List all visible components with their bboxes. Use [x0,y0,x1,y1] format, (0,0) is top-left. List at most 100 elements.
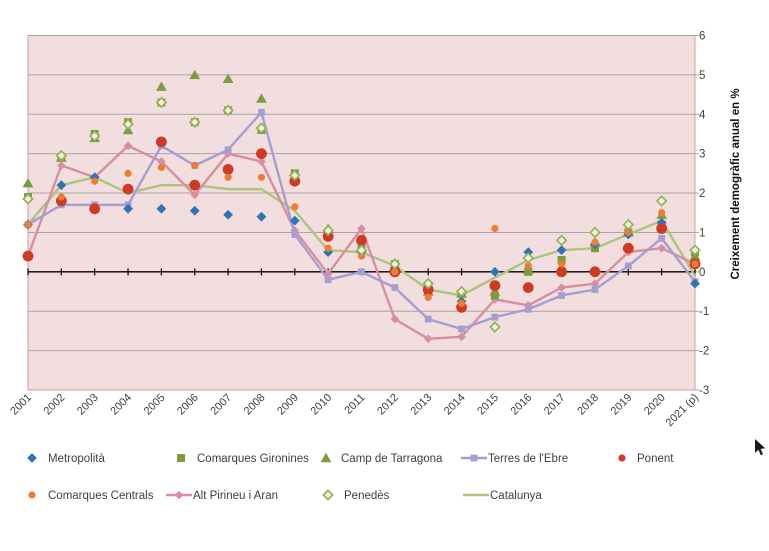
data-point [256,148,267,160]
data-point [255,122,268,134]
x-tick-label: 2019 [609,392,635,418]
data-point [288,169,301,182]
data-point [224,146,232,154]
data-point [323,269,333,279]
data-point [189,69,201,80]
x-tick-label: 2005 [142,392,168,418]
data-point [57,161,66,170]
data-point [22,193,34,205]
x-tick-label: 2001 [8,392,34,418]
data-point [524,305,532,313]
data-point [424,293,432,302]
data-point [22,250,34,262]
data-point [457,332,466,342]
y-tick-label: -2 [699,346,709,358]
series-penedes [22,96,701,333]
legend-label: Terres de l'Ebre [488,453,568,465]
data-point [557,256,566,265]
data-point [391,268,399,276]
data-point [256,211,267,222]
data-point [156,81,167,91]
data-point [124,169,132,177]
data-point [156,203,167,214]
legend-item-ponent: Ponent [618,453,674,465]
y-tick-label: 1 [699,227,705,239]
data-point [157,163,165,172]
x-tick-label: 2007 [208,392,234,418]
legend-label: Metropolità [48,453,105,465]
data-point [291,203,299,211]
x-tick-label: 2012 [375,392,401,418]
series-ponent [22,136,701,313]
x-tick-label: 2020 [642,392,668,418]
plot-area [28,35,695,390]
legend-item-catalunya: Catalunya [463,490,542,502]
data-point [655,195,668,207]
y-tick-label: -3 [699,385,709,397]
data-point [257,157,266,166]
data-point [618,454,626,462]
data-point [657,243,666,253]
legend-label: Alt Pirineu i Aran [193,490,278,502]
y-tick-label: 0 [699,267,705,279]
data-point [489,280,501,292]
data-point [123,141,133,151]
data-point [522,252,535,264]
data-point [556,266,567,278]
legend-item-comarques-centrals: Comarques Centrals [28,490,154,502]
data-point [156,136,167,148]
data-point [256,93,267,103]
data-point [322,224,334,237]
data-point [177,454,185,462]
series-comarques-centrals [24,161,699,307]
data-point [122,118,134,130]
data-point [188,116,201,128]
x-tick-label: 2014 [442,392,468,418]
y-tick-label: 3 [699,149,705,161]
data-point [174,490,184,500]
data-point [390,314,400,324]
legend-item-alt-pirineu-i-aran: Alt Pirineu i Aran [166,490,278,502]
legend-label: Ponent [637,453,674,465]
legend-label: Penedès [344,490,390,502]
data-point [491,224,499,233]
data-point [324,276,332,284]
data-point [590,279,600,288]
data-point [22,178,34,188]
data-point [470,454,478,462]
data-point [624,262,632,270]
x-tick-label: 2006 [175,392,201,418]
data-point [656,223,668,234]
data-point [555,234,568,247]
data-point [320,452,332,463]
y-tick-label: 2 [699,188,705,200]
data-point [24,220,32,229]
x-tick-label: 2017 [542,392,568,418]
x-tick-label: 2002 [42,392,68,418]
data-point [89,203,101,215]
data-point [391,284,399,291]
x-tick-label: 2016 [509,392,535,418]
x-tick-label: 2004 [108,392,134,418]
data-point [289,215,300,226]
data-point [522,282,534,293]
data-point [389,258,401,270]
data-point [658,209,666,217]
data-point [27,453,37,463]
data-point [490,266,500,277]
data-point [690,278,700,289]
data-point [55,149,68,162]
data-point [589,226,601,239]
data-point [624,228,632,237]
data-point [491,313,499,321]
data-point [658,234,666,242]
x-tick-label: 2003 [75,392,101,418]
data-point [122,183,134,195]
mouse-cursor [755,439,766,456]
x-tick-label: 2010 [308,392,334,418]
data-point [189,179,201,191]
data-point [222,164,234,175]
data-point [324,244,332,252]
data-point [691,260,699,268]
